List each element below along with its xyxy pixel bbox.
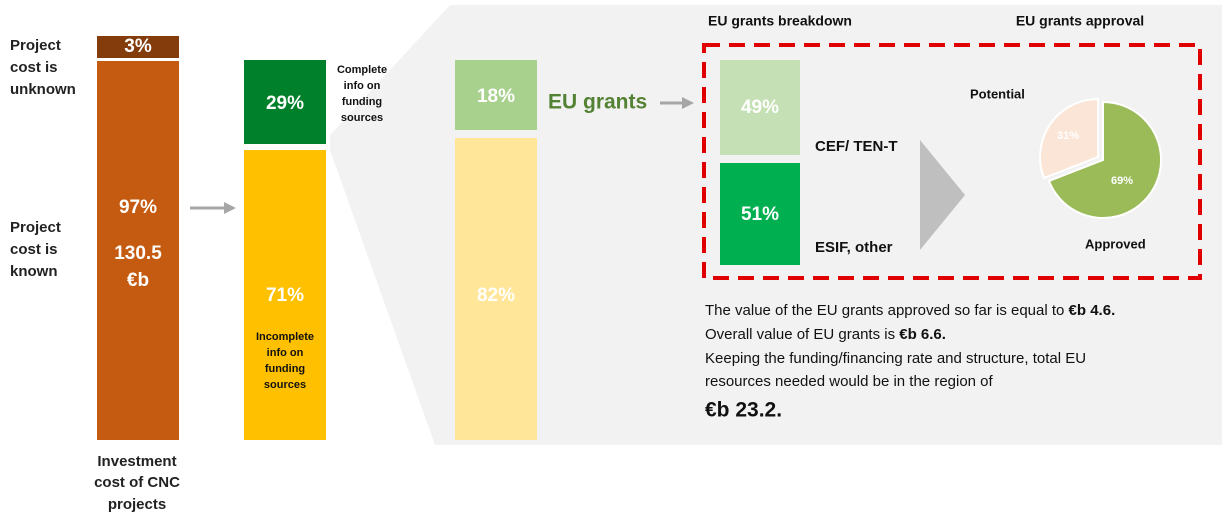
share: 71% xyxy=(266,285,304,306)
bar-unknown xyxy=(97,36,179,58)
eu-grants-label: EU grants xyxy=(548,91,647,114)
label: CEF/ TEN-T xyxy=(815,138,898,155)
label: Incomplete xyxy=(256,331,314,343)
label: funding xyxy=(342,96,382,108)
label: unknown xyxy=(10,81,76,98)
text: €b 6.6. xyxy=(899,326,946,343)
share: 31% xyxy=(1057,130,1079,142)
caption: cost of CNC xyxy=(94,474,180,491)
note-line: resources needed would be in the region … xyxy=(705,373,994,390)
box-esif xyxy=(720,163,800,265)
pie-potential xyxy=(1039,97,1099,180)
share: 3% xyxy=(124,36,152,57)
label: ESIF, other xyxy=(815,239,893,256)
note-line: The value of the EU grants approved so f… xyxy=(705,302,1115,319)
label: funding xyxy=(265,363,305,375)
value: €b xyxy=(127,270,149,291)
text: Overall value of EU grants is xyxy=(705,326,899,343)
label: sources xyxy=(341,112,383,124)
label: info on xyxy=(344,80,381,92)
note-total: €b 23.2. xyxy=(705,399,782,422)
pie-approved xyxy=(1047,100,1162,219)
text: €b 4.6. xyxy=(1069,302,1116,319)
share: 49% xyxy=(741,97,779,118)
value: 130.5 xyxy=(114,243,162,264)
bar-eu xyxy=(455,60,537,130)
note-line: Overall value of EU grants is €b 6.6. xyxy=(705,326,946,343)
box-cef xyxy=(720,60,800,155)
bar-incomplete xyxy=(244,150,326,440)
share: 97% xyxy=(119,197,157,218)
label: Project xyxy=(10,219,61,236)
section-title: EU grants breakdown xyxy=(708,13,852,29)
label: Potential xyxy=(970,86,1025,101)
share: 82% xyxy=(477,285,515,306)
label: Project xyxy=(10,37,61,54)
arrow-head xyxy=(224,202,236,214)
label: sources xyxy=(264,379,306,391)
caption: projects xyxy=(108,496,166,513)
share: 69% xyxy=(1111,175,1133,187)
bar-other xyxy=(455,138,537,440)
share: 18% xyxy=(477,86,515,107)
highlight-box xyxy=(702,43,1202,280)
bar-complete xyxy=(244,60,326,144)
label: cost is xyxy=(10,241,58,258)
note-line: Keeping the funding/financing rate and s… xyxy=(705,350,1086,367)
label: Approved xyxy=(1085,236,1146,251)
share: 29% xyxy=(266,93,304,114)
arrow-head xyxy=(682,97,694,109)
bar-known xyxy=(97,61,179,440)
section-title: EU grants approval xyxy=(1016,13,1144,29)
label: cost is xyxy=(10,59,58,76)
caption: Investment xyxy=(97,453,176,470)
left-labels: Project cost is unknown Project cost is … xyxy=(10,37,76,280)
share: 51% xyxy=(741,204,779,225)
label: Complete xyxy=(337,64,387,76)
chevron xyxy=(920,140,965,250)
label: known xyxy=(10,263,58,280)
text: The value of the EU grants approved so f… xyxy=(705,302,1069,319)
label: info on xyxy=(267,347,304,359)
